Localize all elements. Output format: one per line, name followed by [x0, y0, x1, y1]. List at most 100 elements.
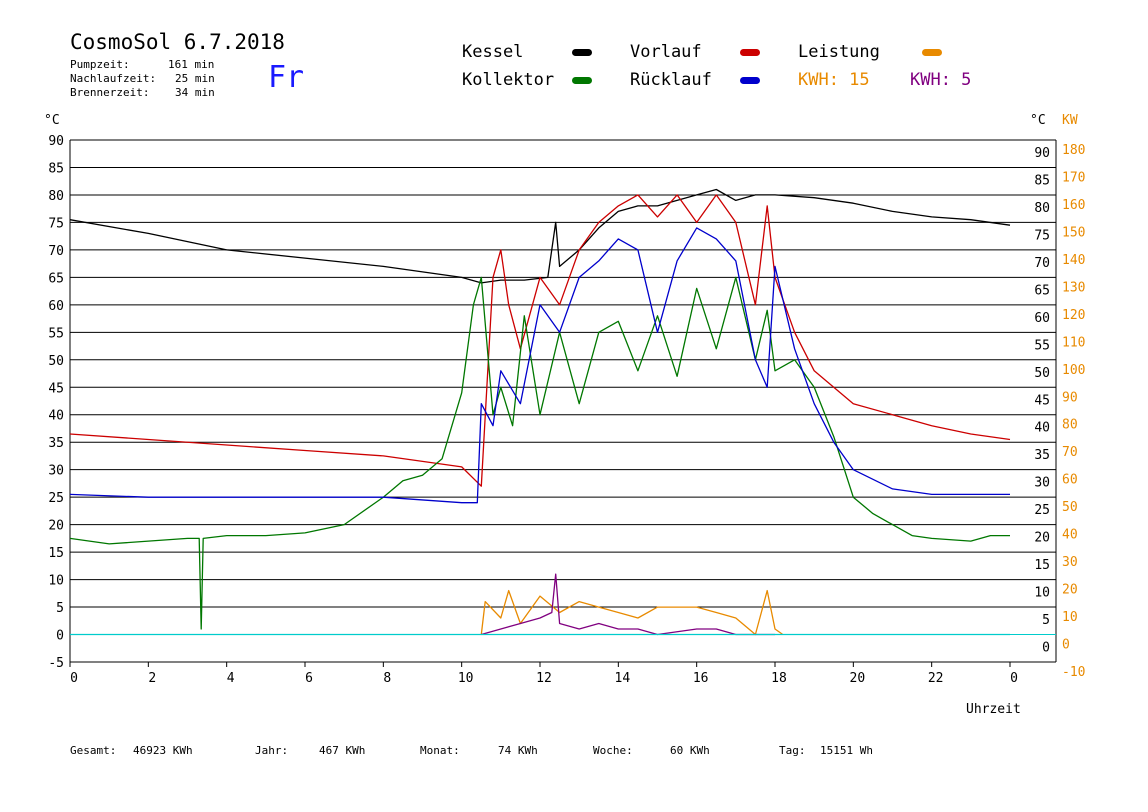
x-tick-label: 18 [771, 671, 787, 686]
legend-kessel-label: Kessel [462, 42, 524, 62]
legend-leistung-label: Leistung [798, 42, 880, 62]
y-tick-right: 80 [1034, 201, 1050, 216]
y-right-unit: °C [1030, 113, 1046, 128]
y-tick-left: 60 [48, 299, 64, 314]
y-tick-right: 70 [1034, 256, 1050, 271]
x-tick-label: 20 [850, 671, 866, 686]
y-tick-left: 30 [48, 464, 64, 479]
y-tick-kw: 180 [1062, 143, 1085, 158]
y-tick-right: 65 [1034, 283, 1050, 298]
grid-lines [69, 139, 1057, 667]
y-tick-right: 55 [1034, 338, 1050, 353]
y-tick-right: 45 [1034, 393, 1050, 408]
y-tick-left: 35 [48, 436, 64, 451]
stat-pumpzeit-label: Pumpzeit: [70, 58, 130, 71]
series-line-leistung [480, 589, 784, 636]
footer-jahr-label: Jahr: [255, 744, 289, 757]
y-tick-left: 45 [48, 381, 64, 396]
stat-pumpzeit-value: 161 min [168, 58, 215, 71]
stat-brennerzeit-label: Brennerzeit: [70, 86, 150, 99]
y-tick-kw: 120 [1062, 308, 1085, 323]
legend-kwh1: KWH: 15 [798, 70, 870, 90]
weekday-label: Fr [268, 60, 305, 95]
y-tick-left: 20 [48, 519, 64, 534]
y-tick-left: 40 [48, 409, 64, 424]
y-tick-right: 10 [1034, 586, 1050, 601]
y-tick-kw: 160 [1062, 198, 1085, 213]
y-tick-right: 40 [1034, 421, 1050, 436]
y-tick-kw: 60 [1062, 473, 1078, 488]
y-right-kw-unit: KW [1062, 113, 1078, 128]
footer-gesamt-label: Gesamt: [70, 744, 117, 757]
x-axis-label: Uhrzeit [966, 702, 1021, 717]
x-tick-label: 0 [1010, 671, 1018, 686]
footer-monat-value: 74 KWh [498, 744, 538, 757]
y-tick-left: -5 [48, 656, 64, 671]
y-tick-kw: -10 [1062, 665, 1085, 680]
y-tick-right: 5 [1042, 613, 1050, 628]
y-tick-kw: 40 [1062, 528, 1078, 543]
legend-kwh2: KWH: 5 [910, 70, 972, 90]
y-tick-kw: 70 [1062, 445, 1078, 460]
legend-ruecklauf-swatch [740, 77, 760, 84]
y-tick-kw: 20 [1062, 583, 1078, 598]
y-tick-right: 60 [1034, 311, 1050, 326]
tick-labels: 908580757065605550454035302520151050-590… [48, 134, 1085, 686]
series-line-vorlauf [69, 194, 1011, 487]
app-title: CosmoSol 6.7.2018 [70, 30, 285, 54]
x-tick-label: 12 [536, 671, 552, 686]
y-tick-kw: 80 [1062, 418, 1078, 433]
series-lines [69, 188, 1011, 636]
y-tick-kw: 90 [1062, 390, 1078, 405]
y-tick-kw: 150 [1062, 225, 1085, 240]
y-tick-right: 75 [1034, 228, 1050, 243]
y-tick-right: 50 [1034, 366, 1050, 381]
x-tick-label: 16 [693, 671, 709, 686]
stat-nachlaufzeit-value: 25 min [175, 72, 215, 85]
series-line-kwh-5 [481, 573, 775, 636]
y-tick-kw: 0 [1062, 638, 1070, 653]
y-tick-kw: 170 [1062, 170, 1085, 185]
series-line-r-cklauf [69, 227, 1010, 504]
legend-vorlauf-swatch [740, 49, 760, 56]
legend-kollektor-label: Kollektor [462, 70, 555, 90]
y-tick-left: 75 [48, 216, 64, 231]
x-tick-label: 6 [305, 671, 313, 686]
y-tick-left: 85 [48, 161, 64, 176]
y-tick-left: 15 [48, 546, 64, 561]
y-tick-left: 25 [48, 491, 64, 506]
x-tick-label: 8 [383, 671, 391, 686]
footer-tag-label: Tag: [779, 744, 806, 757]
y-tick-right: 20 [1034, 531, 1050, 546]
y-tick-right: 35 [1034, 448, 1050, 463]
footer-woche-value: 60 KWh [670, 744, 710, 757]
footer-woche-label: Woche: [593, 744, 633, 757]
footer-monat-label: Monat: [420, 744, 460, 757]
x-tick-label: 2 [148, 671, 156, 686]
y-left-unit: °C [44, 113, 60, 128]
legend-kessel-swatch [572, 49, 592, 56]
y-tick-kw: 130 [1062, 280, 1085, 295]
footer-gesamt-value: 46923 KWh [133, 744, 193, 757]
legend-kollektor-swatch [572, 77, 592, 84]
y-tick-left: 50 [48, 354, 64, 369]
legend-ruecklauf-label: Rücklauf [630, 70, 712, 90]
x-tick-label: 22 [928, 671, 944, 686]
series-line-kessel [69, 188, 1011, 284]
x-tick-label: 4 [227, 671, 235, 686]
y-tick-right: 0 [1042, 641, 1050, 656]
x-tick-label: 14 [615, 671, 631, 686]
y-tick-right: 15 [1034, 558, 1050, 573]
y-tick-left: 5 [56, 601, 64, 616]
y-tick-right: 25 [1034, 503, 1050, 518]
y-tick-right: 90 [1034, 146, 1050, 161]
legend-leistung-swatch [922, 49, 942, 56]
y-tick-right: 30 [1034, 476, 1050, 491]
y-tick-right: 85 [1034, 173, 1050, 188]
y-tick-kw: 140 [1062, 253, 1085, 268]
y-tick-kw: 30 [1062, 555, 1078, 570]
stat-nachlaufzeit-label: Nachlaufzeit: [70, 72, 157, 85]
y-tick-left: 80 [48, 189, 64, 204]
y-tick-left: 10 [48, 574, 64, 589]
